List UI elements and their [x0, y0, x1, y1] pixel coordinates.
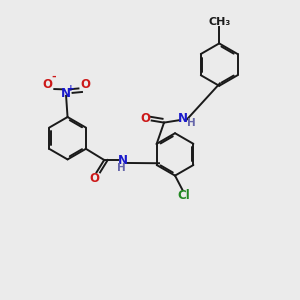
Text: CH₃: CH₃: [208, 17, 230, 27]
Text: O: O: [141, 112, 151, 125]
Text: +: +: [67, 84, 75, 93]
Text: N: N: [117, 154, 128, 166]
Text: Cl: Cl: [177, 189, 190, 202]
Text: N: N: [61, 87, 71, 100]
Text: O: O: [80, 77, 90, 91]
Text: N: N: [178, 112, 188, 125]
Text: O: O: [42, 77, 52, 91]
Text: H: H: [117, 163, 126, 173]
Text: O: O: [89, 172, 100, 185]
Text: -: -: [51, 72, 56, 82]
Text: H: H: [187, 118, 196, 128]
